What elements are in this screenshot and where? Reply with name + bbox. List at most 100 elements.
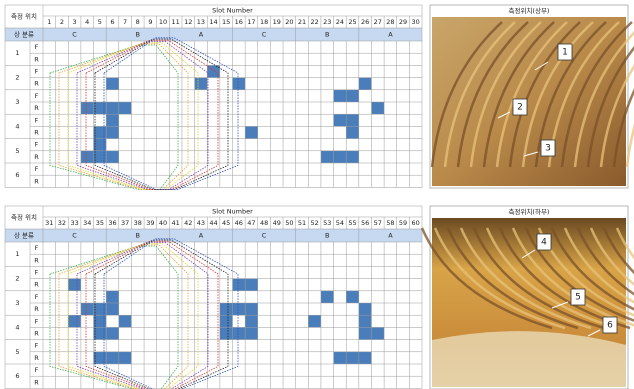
row-sub-label: R bbox=[34, 80, 39, 88]
highlight-cell bbox=[106, 352, 119, 364]
slot-number: 57 bbox=[374, 219, 382, 227]
slot-number: 53 bbox=[323, 219, 331, 227]
slot-number: 38 bbox=[134, 219, 142, 227]
highlight-cell bbox=[220, 303, 233, 315]
slot-number: 50 bbox=[285, 219, 293, 227]
row-sub-label: F bbox=[35, 43, 39, 51]
slot-number: 30 bbox=[412, 18, 420, 26]
slot-number: 19 bbox=[273, 18, 281, 26]
slot-number: 27 bbox=[374, 18, 382, 26]
slot-number: 39 bbox=[146, 219, 154, 227]
phase-label: B bbox=[325, 232, 329, 240]
row-sub-label: F bbox=[35, 244, 39, 252]
slot-number: 59 bbox=[399, 219, 407, 227]
highlight-cell bbox=[346, 90, 359, 102]
slot-number: 43 bbox=[197, 219, 205, 227]
row-label: 5 bbox=[15, 147, 19, 155]
highlight-cell bbox=[359, 327, 372, 339]
row-label: 1 bbox=[15, 250, 19, 258]
slot-number: 46 bbox=[235, 219, 243, 227]
highlight-cell bbox=[233, 279, 246, 291]
highlight-cell bbox=[119, 352, 132, 364]
slot-header: Slot Number bbox=[212, 7, 253, 15]
highlight-cell bbox=[371, 327, 384, 339]
photo-label: 2 bbox=[517, 103, 523, 113]
photo-panel: 측정위치(하부)456 bbox=[422, 206, 634, 389]
highlight-cell bbox=[245, 315, 258, 327]
highlight-cell bbox=[308, 315, 321, 327]
slot-number: 41 bbox=[172, 219, 180, 227]
row-label: 3 bbox=[15, 299, 19, 307]
highlight-cell bbox=[106, 78, 119, 90]
coil-outline bbox=[86, 40, 218, 189]
photo-label: 1 bbox=[562, 48, 568, 58]
highlight-cell bbox=[359, 78, 372, 90]
phase-label: C bbox=[72, 31, 77, 39]
photo-label: 6 bbox=[607, 321, 613, 331]
highlight-cell bbox=[195, 78, 208, 90]
slot-number: 20 bbox=[285, 18, 293, 26]
slot-number: 33 bbox=[70, 219, 78, 227]
slot-number: 60 bbox=[412, 219, 420, 227]
row-label: 6 bbox=[15, 372, 19, 380]
slot-number: 15 bbox=[222, 18, 230, 26]
highlight-cell bbox=[371, 102, 384, 114]
photo-title: 측정위치(하부) bbox=[509, 207, 550, 216]
measurement-table: 측정 위치Slot Number상 분류31323334353637383940… bbox=[5, 206, 422, 389]
slot-number: 8 bbox=[136, 18, 140, 26]
row-sub-label: R bbox=[34, 256, 39, 264]
row-sub-label: F bbox=[35, 92, 39, 100]
slot-number: 5 bbox=[98, 18, 102, 26]
highlight-cell bbox=[346, 126, 359, 138]
photo-panel: 측정위치(상부) 1 2 3 bbox=[430, 5, 634, 188]
row-sub-label: F bbox=[35, 317, 39, 325]
highlight-cell bbox=[321, 291, 334, 303]
row-sub-label: F bbox=[35, 68, 39, 76]
slot-number: 49 bbox=[273, 219, 281, 227]
phase-row-bg bbox=[5, 28, 422, 41]
highlight-cell bbox=[359, 315, 372, 327]
slot-number: 17 bbox=[247, 18, 255, 26]
highlight-cell bbox=[81, 102, 94, 114]
slot-number: 10 bbox=[159, 18, 167, 26]
highlight-cell bbox=[106, 291, 119, 303]
highlight-cell bbox=[334, 352, 347, 364]
highlight-cell bbox=[68, 279, 81, 291]
highlight-cell bbox=[220, 327, 233, 339]
slot-number: 28 bbox=[386, 18, 394, 26]
photo-title: 측정위치(상부) bbox=[509, 6, 550, 15]
slot-number: 21 bbox=[298, 18, 306, 26]
slot-number: 37 bbox=[121, 219, 129, 227]
row-sub-label: R bbox=[34, 104, 39, 112]
highlight-cell bbox=[68, 315, 81, 327]
row-sub-label: R bbox=[34, 55, 39, 63]
row-sub-label: F bbox=[35, 366, 39, 374]
highlight-cell bbox=[81, 303, 94, 315]
slot-number: 26 bbox=[361, 18, 369, 26]
highlight-cell bbox=[334, 114, 347, 126]
highlight-cell bbox=[233, 78, 246, 90]
slot-number: 6 bbox=[110, 18, 114, 26]
highlight-cell bbox=[359, 303, 372, 315]
slot-number: 22 bbox=[310, 18, 318, 26]
row-label: 2 bbox=[15, 74, 19, 82]
slot-number: 29 bbox=[399, 18, 407, 26]
row-sub-label: F bbox=[35, 342, 39, 350]
phase-label: C bbox=[262, 31, 267, 39]
row-sub-label: F bbox=[35, 293, 39, 301]
slot-number: 47 bbox=[247, 219, 255, 227]
phase-label: A bbox=[388, 232, 393, 240]
highlight-cell bbox=[245, 303, 258, 315]
highlight-cell bbox=[346, 291, 359, 303]
photo-label: 3 bbox=[545, 144, 551, 154]
slot-header: Slot Number bbox=[212, 208, 253, 216]
row-label: 5 bbox=[15, 348, 19, 356]
row-label: 6 bbox=[15, 171, 19, 179]
highlight-cell bbox=[245, 327, 258, 339]
position-header: 측정 위치 bbox=[11, 213, 37, 222]
row-label: 3 bbox=[15, 98, 19, 106]
row-sub-label: F bbox=[35, 165, 39, 173]
row-sub-label: F bbox=[35, 141, 39, 149]
phase-label: C bbox=[262, 232, 267, 240]
highlight-cell bbox=[106, 303, 119, 315]
